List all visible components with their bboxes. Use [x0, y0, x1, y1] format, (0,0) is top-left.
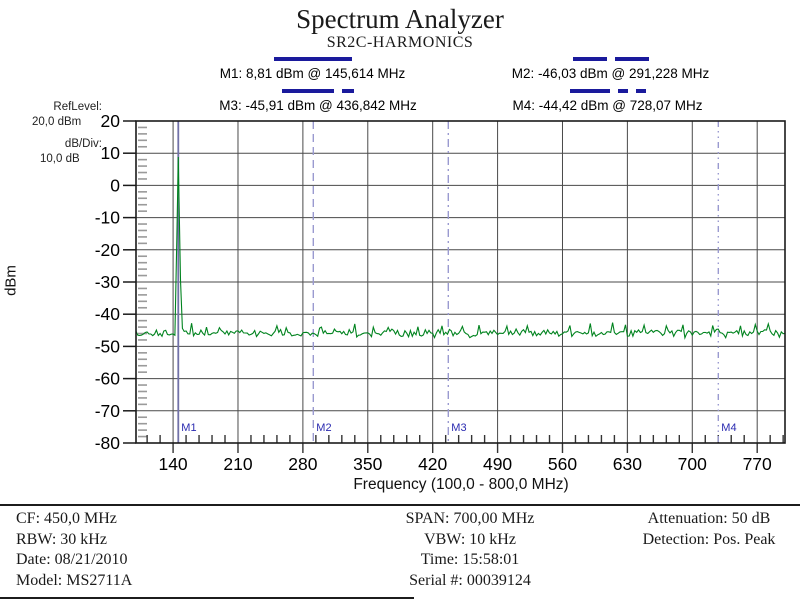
marker-label-m3: M3: [451, 422, 466, 434]
marker-m4-linestyle-sample: [495, 88, 720, 93]
plot-border: [135, 120, 786, 444]
marker-linestyle-segment: [282, 88, 334, 93]
page-subtitle: SR2C-HARMONICS: [326, 34, 474, 51]
marker-linestyle-segment: [342, 88, 354, 93]
footer-left-column: CF: 450,0 MHz RBW: 30 kHz Date: 08/21/20…: [16, 509, 132, 591]
marker-m2-text: M2: -46,03 dBm @ 291,228 MHz: [511, 66, 710, 81]
span-value: SPAN: 700,00 MHz: [405, 510, 535, 527]
serial-value: Serial #: 00039124: [409, 571, 531, 589]
cf-value: CF: 450,0 MHz: [16, 510, 117, 527]
page-title: Spectrum Analyzer: [296, 4, 504, 34]
x-tick-label: 420: [418, 454, 447, 474]
y-tick-label: -70: [95, 401, 121, 421]
y-tick-label: -30: [95, 272, 121, 292]
reference-level-panel: RefLevel: 20,0 dBm dB/Div: 10,0 dB: [26, 100, 102, 167]
spectrum-trace: [135, 156, 786, 340]
x-tick-label: 630: [613, 454, 642, 474]
x-tick-label: 700: [678, 454, 707, 474]
ref-level-value: 20,0 dBm: [32, 116, 82, 128]
attenuation-value: Attenuation: 50 dB: [647, 510, 771, 527]
marker-m1-linestyle-sample: [195, 56, 430, 61]
bottom-edge-line: [0, 597, 414, 599]
spectrum-plot: 20 10 0 -10 -20 -30 -40 -50 -60 -70 -80 140 210 280 35…: [95, 111, 786, 474]
y-tick-label: -50: [95, 336, 121, 356]
footer-center-column: SPAN: 700,00 MHz VBW: 10 kHz Time: 15:58…: [330, 509, 610, 591]
y-tick-label: 10: [101, 143, 121, 163]
model-value: Model: MS2711A: [16, 571, 133, 589]
y-tick-label: 20: [101, 111, 121, 131]
x-tick-label: 490: [483, 454, 512, 474]
marker-linestyle-segment: [617, 88, 628, 93]
ref-level-label: RefLevel:: [53, 101, 102, 113]
rbw-value: RBW: 30 kHz: [16, 530, 107, 548]
x-tick-label: 770: [743, 454, 772, 474]
marker-linestyle-segment: [635, 88, 646, 93]
db-div-value: 10,0 dB: [40, 153, 80, 165]
x-tick-label: 560: [548, 454, 577, 474]
marker-linestyle-segment: [569, 88, 610, 93]
marker-readout-m4: M4: -44,42 dBm @ 728,07 MHz: [495, 88, 720, 113]
date-value: Date: 08/21/2010: [16, 551, 128, 568]
marker-m4-text: M4: -44,42 dBm @ 728,07 MHz: [512, 98, 703, 113]
marker-label-m4: M4: [721, 422, 736, 434]
x-axis-title: Frequency (100,0 - 800,0 MHz): [353, 476, 569, 493]
y-tick-label: -20: [95, 240, 121, 260]
y-tick-label: -60: [95, 369, 121, 389]
marker-label-m1: M1: [181, 422, 196, 434]
y-tick-label: -40: [95, 304, 121, 324]
marker-linestyle-segment: [273, 56, 352, 61]
vbw-value: VBW: 10 kHz: [424, 530, 516, 548]
y-tick-label: -10: [95, 208, 121, 228]
marker-readout-m1: M1: 8,81 dBm @ 145,614 MHz: [195, 56, 430, 81]
footer-divider-line: [0, 504, 800, 506]
time-value: Time: 15:58:01: [420, 551, 520, 568]
y-tick-label: -80: [95, 433, 121, 453]
marker-linestyle-segment: [572, 56, 607, 61]
x-tick-label: 140: [158, 454, 187, 474]
marker-readout-m2: M2: -46,03 dBm @ 291,228 MHz: [498, 56, 723, 81]
x-tick-label: 280: [288, 454, 317, 474]
x-tick-label: 350: [353, 454, 382, 474]
detection-value: Detection: Pos. Peak: [642, 530, 776, 548]
marker-readout-m3: M3: -45,91 dBm @ 436,842 MHz: [198, 88, 438, 113]
db-div-label: dB/Div:: [64, 138, 102, 150]
marker-m2-linestyle-sample: [498, 56, 723, 61]
x-tick-label: 210: [223, 454, 252, 474]
marker-m3-text: M3: -45,91 dBm @ 436,842 MHz: [219, 98, 417, 113]
footer-right-column: Attenuation: 50 dB Detection: Pos. Peak: [620, 509, 798, 550]
marker-label-m2: M2: [316, 422, 331, 434]
marker-m1-text: M1: 8,81 dBm @ 145,614 MHz: [219, 66, 406, 81]
marker-linestyle-segment: [614, 56, 649, 61]
marker-m3-linestyle-sample: [198, 88, 438, 93]
y-tick-label: 0: [110, 175, 120, 195]
